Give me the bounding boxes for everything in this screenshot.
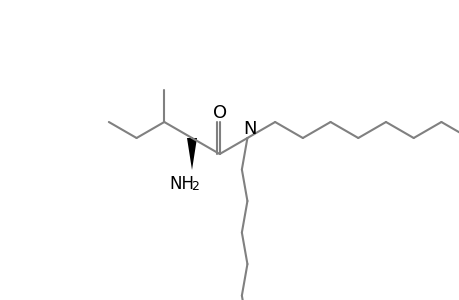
Text: 2: 2 <box>190 181 198 194</box>
Text: N: N <box>243 120 257 138</box>
Polygon shape <box>187 138 196 170</box>
Text: NH: NH <box>169 175 194 193</box>
Text: O: O <box>212 104 226 122</box>
